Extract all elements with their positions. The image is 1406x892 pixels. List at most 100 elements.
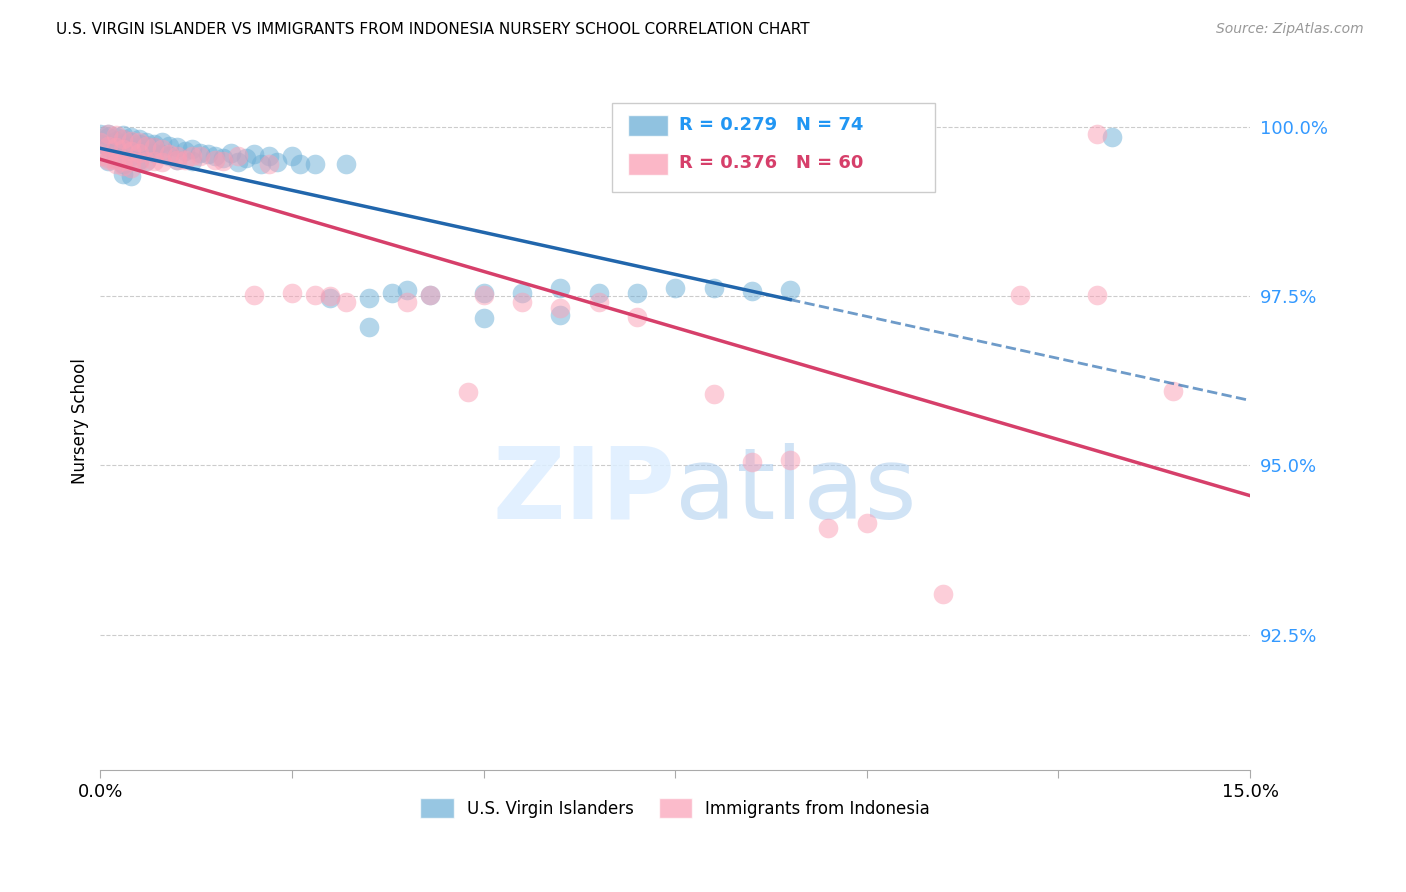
Point (319, 291, 342, 305)
Point (128, 155, 150, 169)
Point (128, 132, 150, 146)
Text: U.S. VIRGIN ISLANDER VS IMMIGRANTS FROM INDONESIA NURSERY SCHOOL CORRELATION CHA: U.S. VIRGIN ISLANDER VS IMMIGRANTS FROM … (56, 22, 810, 37)
Point (288, 157, 311, 171)
Point (250, 157, 273, 171)
Point (104, 128, 127, 143)
Point (104, 140, 127, 154)
Point (381, 285, 404, 300)
Point (626, 310, 648, 324)
Point (97, 153, 120, 167)
Point (104, 140, 127, 154)
Point (143, 145, 166, 160)
Point (173, 144, 195, 158)
Point (817, 521, 839, 535)
Point (120, 169, 142, 183)
Point (212, 153, 235, 168)
Point (226, 155, 249, 169)
Point (779, 283, 801, 297)
Point (89, 127, 111, 141)
Point (120, 153, 142, 168)
Point (135, 144, 157, 158)
Point (741, 284, 763, 298)
Point (97, 140, 120, 154)
Point (135, 153, 157, 168)
Point (472, 310, 495, 325)
Point (128, 136, 150, 151)
Point (181, 142, 204, 156)
Point (395, 283, 418, 297)
Point (188, 145, 211, 160)
Point (932, 587, 955, 601)
Point (135, 139, 157, 153)
Point (150, 135, 173, 149)
Point (143, 140, 166, 154)
Point (135, 153, 157, 168)
Point (212, 151, 235, 165)
Point (128, 153, 150, 167)
Point (120, 134, 142, 148)
Point (112, 132, 135, 146)
Point (304, 288, 326, 302)
Point (112, 147, 135, 161)
Point (702, 281, 724, 295)
Text: R = 0.279   N = 74: R = 0.279 N = 74 (679, 116, 863, 134)
Point (173, 153, 195, 167)
Point (120, 161, 142, 175)
Point (104, 153, 127, 167)
Point (395, 294, 418, 309)
Point (257, 157, 280, 171)
Point (150, 147, 173, 161)
Point (357, 319, 380, 334)
Point (548, 308, 571, 322)
Point (257, 148, 280, 162)
Point (97, 151, 120, 165)
Point (135, 135, 157, 149)
Point (97, 153, 120, 168)
Point (226, 148, 249, 162)
Point (1085, 288, 1108, 302)
Point (472, 285, 495, 300)
Point (457, 385, 479, 400)
Point (143, 153, 166, 168)
Point (335, 157, 357, 171)
Point (319, 289, 342, 303)
Point (1085, 127, 1108, 141)
Text: ZIP: ZIP (492, 442, 675, 540)
Text: atlas: atlas (675, 442, 917, 540)
Text: R = 0.376   N = 60: R = 0.376 N = 60 (679, 154, 863, 172)
Point (548, 281, 571, 295)
Point (128, 142, 150, 156)
Point (120, 135, 142, 149)
Point (472, 288, 495, 302)
Point (281, 285, 304, 300)
Point (120, 140, 142, 154)
Text: 0.0%: 0.0% (77, 782, 124, 800)
Point (97, 127, 120, 141)
Point (112, 142, 135, 156)
Point (89, 136, 111, 151)
Point (357, 291, 380, 305)
Point (419, 288, 441, 302)
Point (1101, 130, 1123, 145)
Point (219, 145, 242, 160)
Point (150, 142, 173, 156)
Point (120, 130, 142, 145)
Point (112, 132, 135, 146)
Legend: U.S. Virgin Islanders, Immigrants from Indonesia: U.S. Virgin Islanders, Immigrants from I… (413, 792, 936, 824)
Point (104, 130, 127, 145)
Y-axis label: Nursery School: Nursery School (72, 359, 89, 484)
Point (235, 151, 257, 165)
Point (157, 139, 180, 153)
Point (626, 285, 648, 300)
Point (855, 516, 877, 530)
Point (510, 285, 533, 300)
Point (166, 153, 188, 167)
Point (112, 128, 135, 143)
Point (104, 157, 127, 171)
Text: Source: ZipAtlas.com: Source: ZipAtlas.com (1216, 22, 1364, 37)
Point (779, 453, 801, 467)
Point (104, 134, 127, 148)
Point (128, 145, 150, 160)
Point (112, 160, 135, 174)
Point (97, 130, 120, 145)
